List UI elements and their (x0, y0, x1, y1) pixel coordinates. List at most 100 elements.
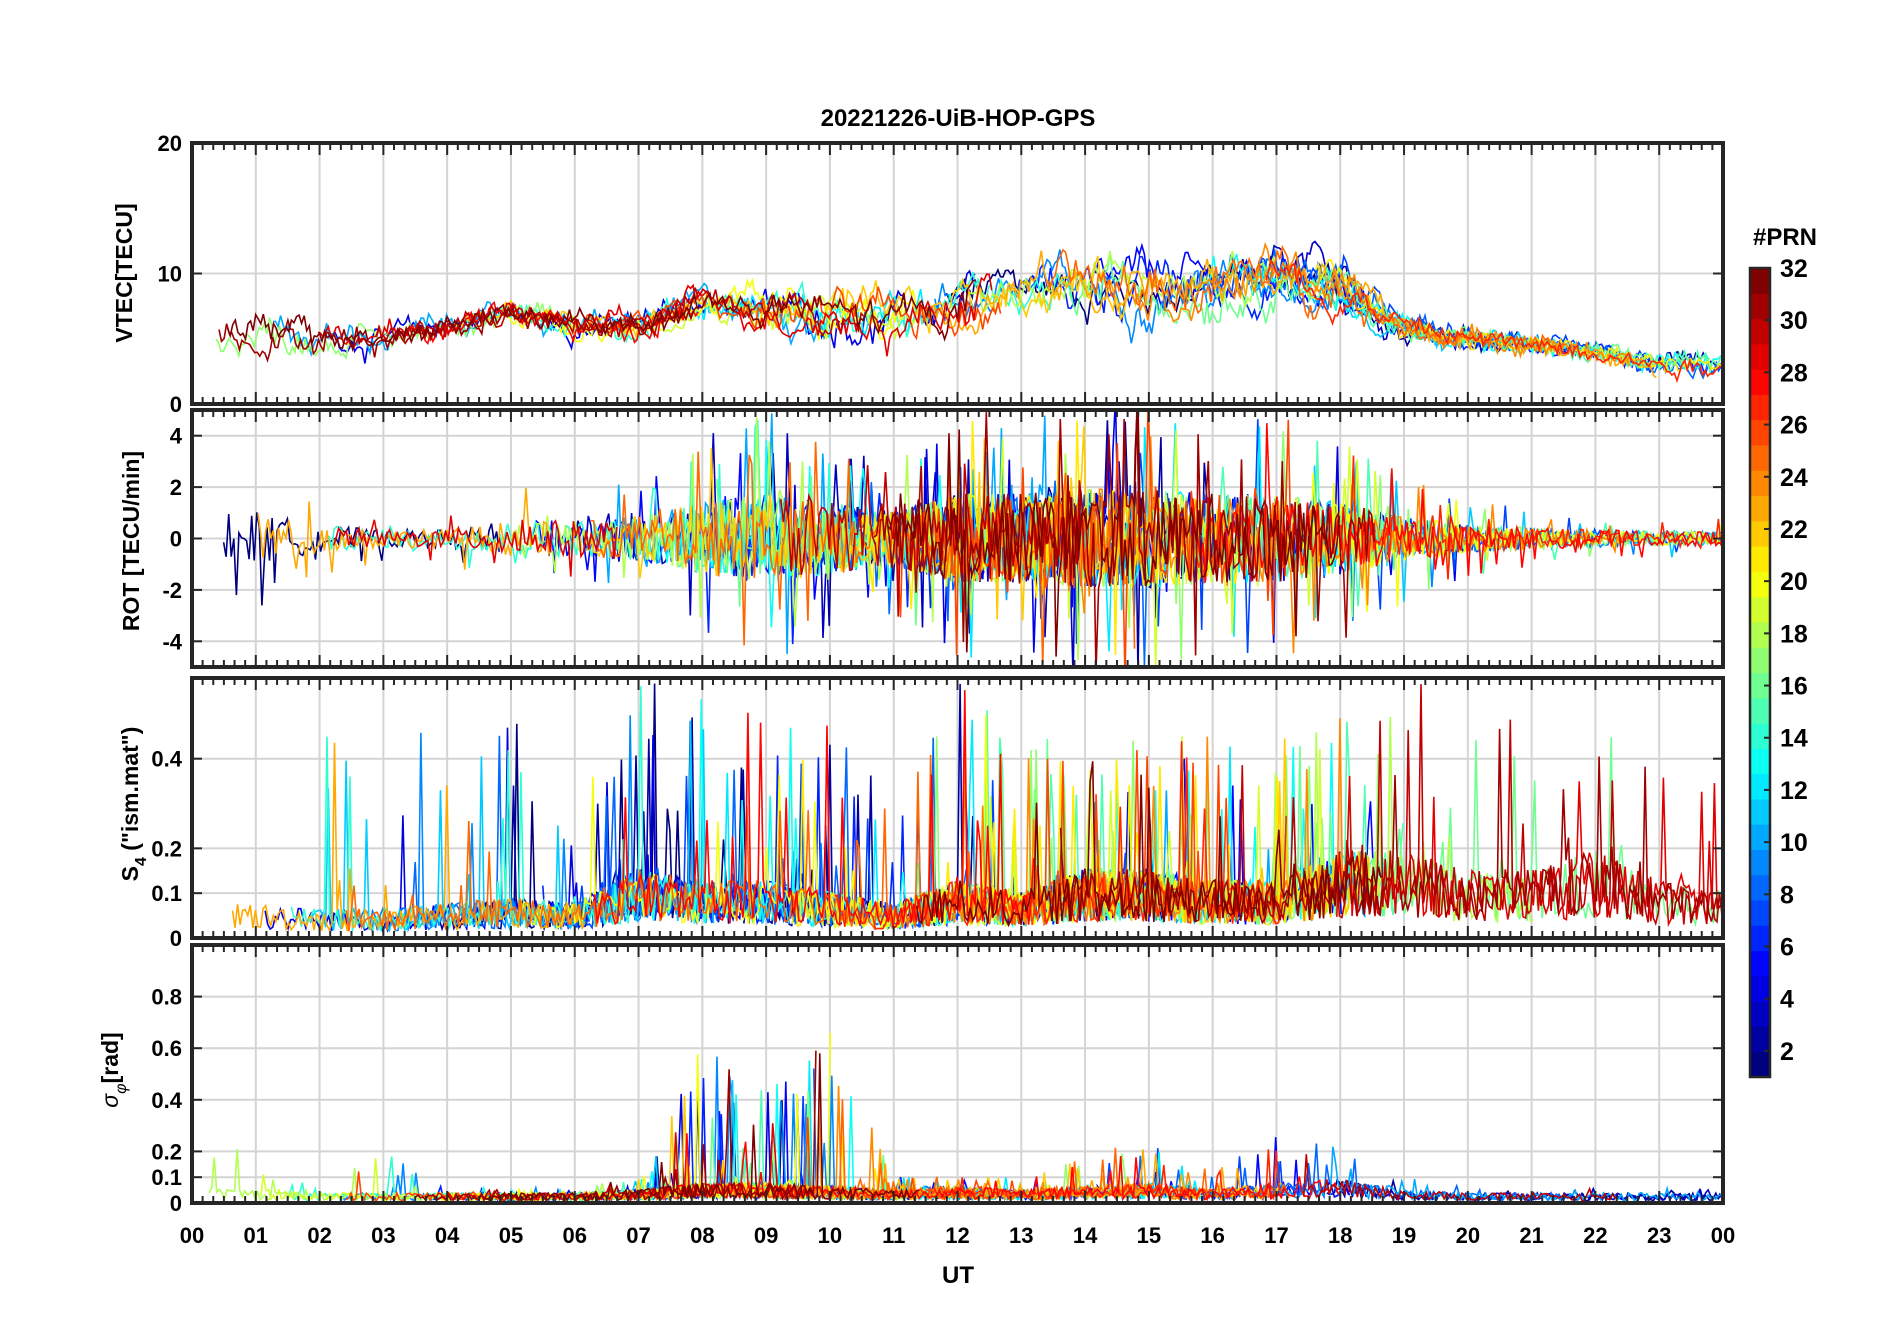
x-ticks (191, 410, 1724, 667)
x-tick-label: 20 (1456, 1223, 1480, 1248)
series-prn-23 (257, 487, 550, 578)
colorbar-bin (1750, 495, 1770, 522)
y-tick-label: 0.4 (151, 1088, 182, 1113)
colorbar-bin (1750, 293, 1770, 320)
colorbar-bin (1750, 621, 1770, 648)
ylabel-rot: ROT [TECU/min] (118, 451, 144, 631)
panel-vtec: 0 10 20 (158, 131, 1725, 417)
colorbar-bin (1750, 470, 1770, 497)
colorbar-bin (1750, 824, 1770, 850)
series-prn-32 (915, 761, 1382, 928)
y-tick-label: 0.4 (151, 747, 182, 772)
ylabel-s4-main: S (117, 866, 143, 881)
colorbar-bin (1750, 798, 1770, 825)
colorbar-bin (1750, 748, 1770, 775)
ylabel-sigma-phi: σφ[rad] (97, 1032, 130, 1107)
x-ticks (191, 945, 1724, 1203)
x-tick-label: 10 (818, 1223, 842, 1248)
y-tick-label: 0.1 (151, 1165, 182, 1190)
x-ticks (191, 678, 1724, 938)
y-tick-label: 0 (170, 926, 182, 951)
series-prn-23 (925, 250, 1657, 379)
x-tick-label: 13 (1009, 1223, 1033, 1248)
grid (192, 142, 1723, 405)
x-tick-label: 11 (882, 1223, 905, 1248)
x-axis-label: UT (942, 1262, 974, 1289)
colorbar-tick-label: 26 (1780, 412, 1808, 440)
colorbar-bin (1750, 369, 1770, 395)
colorbar-bin (1750, 268, 1770, 294)
x-tick-label: 16 (1200, 1223, 1224, 1248)
colorbar-bin (1750, 950, 1770, 977)
colorbar-tick-label: 24 (1780, 464, 1808, 492)
y-tick-label: 10 (158, 262, 182, 287)
colorbar-bin (1750, 975, 1770, 1002)
x-tick-label: 05 (499, 1223, 523, 1248)
colorbar-bin (1750, 318, 1770, 345)
series-prn-8 (812, 1068, 1573, 1203)
series-prn-24 (1131, 241, 1634, 363)
colorbar-bin (1750, 849, 1770, 876)
colorbar-tick-label: 2 (1780, 1038, 1794, 1066)
y-tick-label: 2 (170, 475, 182, 500)
panel-sigma-phi: 00.10.2 0.4 0.6 0.8 (151, 943, 1725, 1216)
y-tick-label: 0.2 (151, 836, 182, 861)
series-prn-28 (625, 1133, 1341, 1202)
colorbar-bin (1750, 672, 1770, 699)
x-tick-label: 01 (244, 1223, 268, 1248)
ylabel-vtec: VTEC[TECU] (111, 203, 137, 342)
colorbar-bin (1750, 546, 1770, 572)
ylabel-sigma-rest: [rad] (97, 1032, 123, 1083)
x-tick-label: 14 (1073, 1223, 1098, 1248)
x-tick-label: 19 (1392, 1223, 1416, 1248)
colorbar-bin (1750, 419, 1770, 446)
y-tick-label: 0.1 (151, 881, 182, 906)
y-tick-label: 20 (158, 131, 182, 156)
x-tick-label: 17 (1264, 1223, 1288, 1248)
colorbar-bin (1750, 394, 1770, 421)
colorbar-tick-label: 14 (1780, 725, 1808, 753)
x-tick-label: 23 (1647, 1223, 1671, 1248)
series-prn-30 (780, 463, 1088, 617)
colorbar-tick-label: 20 (1780, 568, 1808, 596)
x-tick-label: 15 (1137, 1223, 1161, 1248)
colorbar-tick-label: 28 (1780, 359, 1808, 387)
x-tick-labels: 00 01 02 03 04 05 06 07 08 09 10 11 12 13 14 15 16 17 18 19… (180, 1223, 1735, 1248)
colorbar-bin (1750, 773, 1770, 800)
colorbar-tick-label: 16 (1780, 673, 1808, 701)
colorbar-label: #PRN (1753, 224, 1817, 251)
colorbar-bin (1750, 647, 1770, 673)
x-tick-label: 04 (435, 1223, 460, 1248)
colorbar-tick-label: 8 (1780, 881, 1794, 909)
series-prn-29 (332, 515, 618, 577)
series-prn-30 (1303, 1154, 1619, 1202)
series-prn-32 (887, 410, 1341, 657)
x-tick-label: 18 (1328, 1223, 1352, 1248)
x-tick-label: 08 (690, 1223, 714, 1248)
colorbar-bin (1750, 874, 1770, 901)
series-lines (231, 683, 1723, 933)
ylabel-s4: S4 ("ism.mat") (117, 727, 150, 882)
series-prn-14 (461, 271, 1074, 344)
series-lines (215, 240, 1723, 384)
colorbar-tick-label: 30 (1780, 307, 1808, 335)
series-lines (208, 1032, 1723, 1203)
y-tick-label: 0.8 (151, 985, 182, 1010)
panel-rot: -4 -2 0 2 4 (162, 408, 1725, 669)
x-ticks (191, 143, 1724, 404)
x-tick-label: 09 (754, 1223, 778, 1248)
colorbar-bin (1750, 520, 1770, 547)
series-prn-27 (1265, 258, 1723, 384)
colorbar-tick-label: 22 (1780, 516, 1808, 544)
y-tick-label: 4 (170, 424, 183, 449)
colorbar-bin (1750, 697, 1770, 724)
x-tick-label: 06 (563, 1223, 587, 1248)
y-tick-label: 0 (170, 392, 182, 417)
y-tick-label: 0 (170, 1191, 182, 1216)
ylabel-s4-sub: 4 (133, 857, 150, 866)
colorbar-bin (1750, 571, 1770, 598)
colorbar-tick-label: 32 (1780, 255, 1808, 283)
colorbar-bin (1750, 596, 1770, 623)
